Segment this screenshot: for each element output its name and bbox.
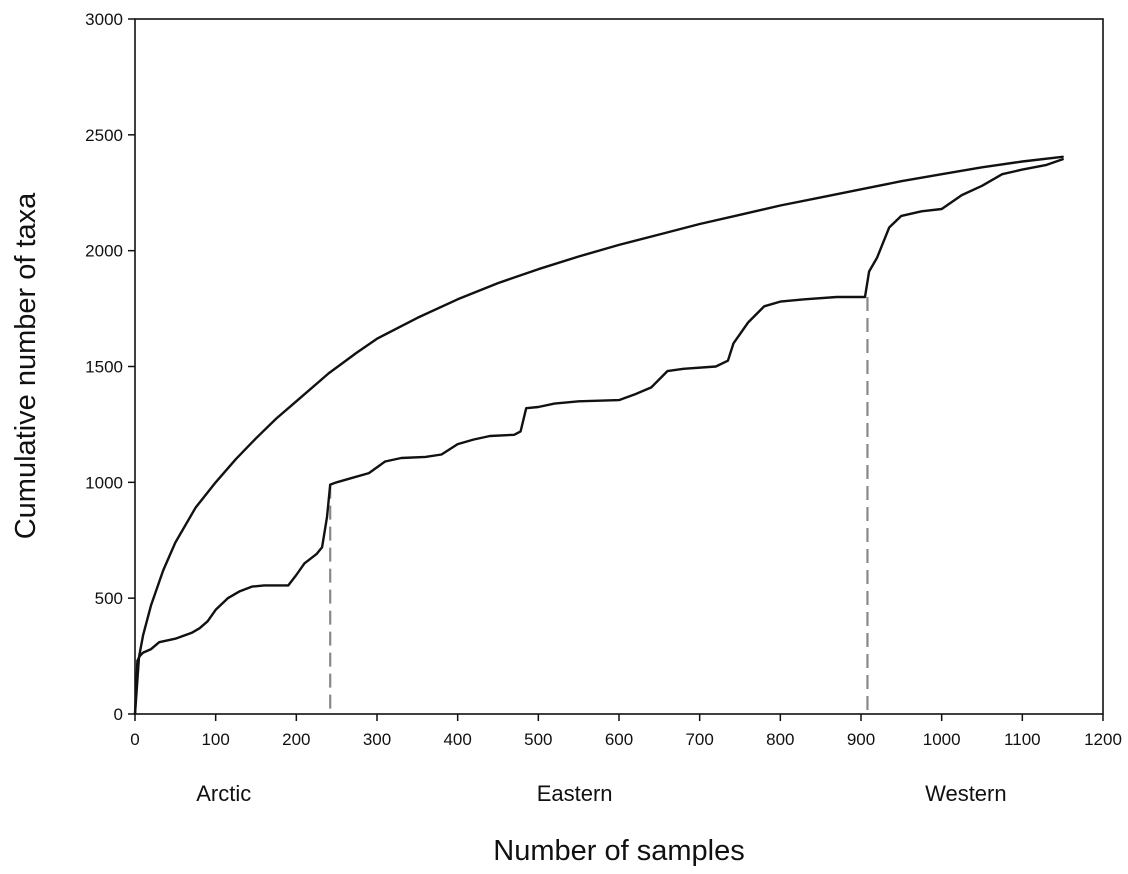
- x-tick-label: 400: [443, 730, 471, 749]
- x-tick-label: 900: [847, 730, 875, 749]
- region-label-arctic: Arctic: [196, 781, 251, 806]
- y-tick-label: 500: [95, 589, 123, 608]
- region-dividers: [329, 297, 869, 714]
- region-label-western: Western: [925, 781, 1007, 806]
- region-label-eastern: Eastern: [537, 781, 613, 806]
- y-tick-label: 2000: [85, 242, 123, 261]
- y-tick-label: 3000: [85, 10, 123, 29]
- y-tick-label: 1500: [85, 358, 123, 377]
- x-tick-label: 200: [282, 730, 310, 749]
- x-tick-label: 1200: [1084, 730, 1122, 749]
- x-tick-label: 1000: [923, 730, 961, 749]
- plot-frame: [134, 18, 1104, 715]
- x-tick-label: 1100: [1004, 730, 1041, 749]
- x-axis-title: Number of samples: [493, 835, 744, 867]
- series-line-stepped: [133, 157, 1064, 716]
- region-labels: Arctic Eastern Western: [196, 781, 1006, 806]
- series-lines: [133, 155, 1064, 716]
- x-tick-label: 800: [766, 730, 794, 749]
- series-line-smooth: [133, 155, 1064, 716]
- y-axis-title: Cumulative number of taxa: [10, 192, 42, 539]
- y-tick-label: 0: [114, 705, 123, 724]
- x-tick-label: 500: [524, 730, 552, 749]
- x-tick-label: 0: [130, 730, 139, 749]
- x-tick-label: 600: [605, 730, 633, 749]
- x-tick-label: 300: [363, 730, 391, 749]
- x-tick-label: 100: [201, 730, 229, 749]
- y-tick-label: 1000: [85, 473, 123, 492]
- axes: 0 100 200 300 400 500 600 700 800 900 1000 1100 1200…: [85, 10, 1122, 749]
- x-tick-label: 700: [685, 730, 713, 749]
- y-tick-label: 2500: [85, 126, 123, 145]
